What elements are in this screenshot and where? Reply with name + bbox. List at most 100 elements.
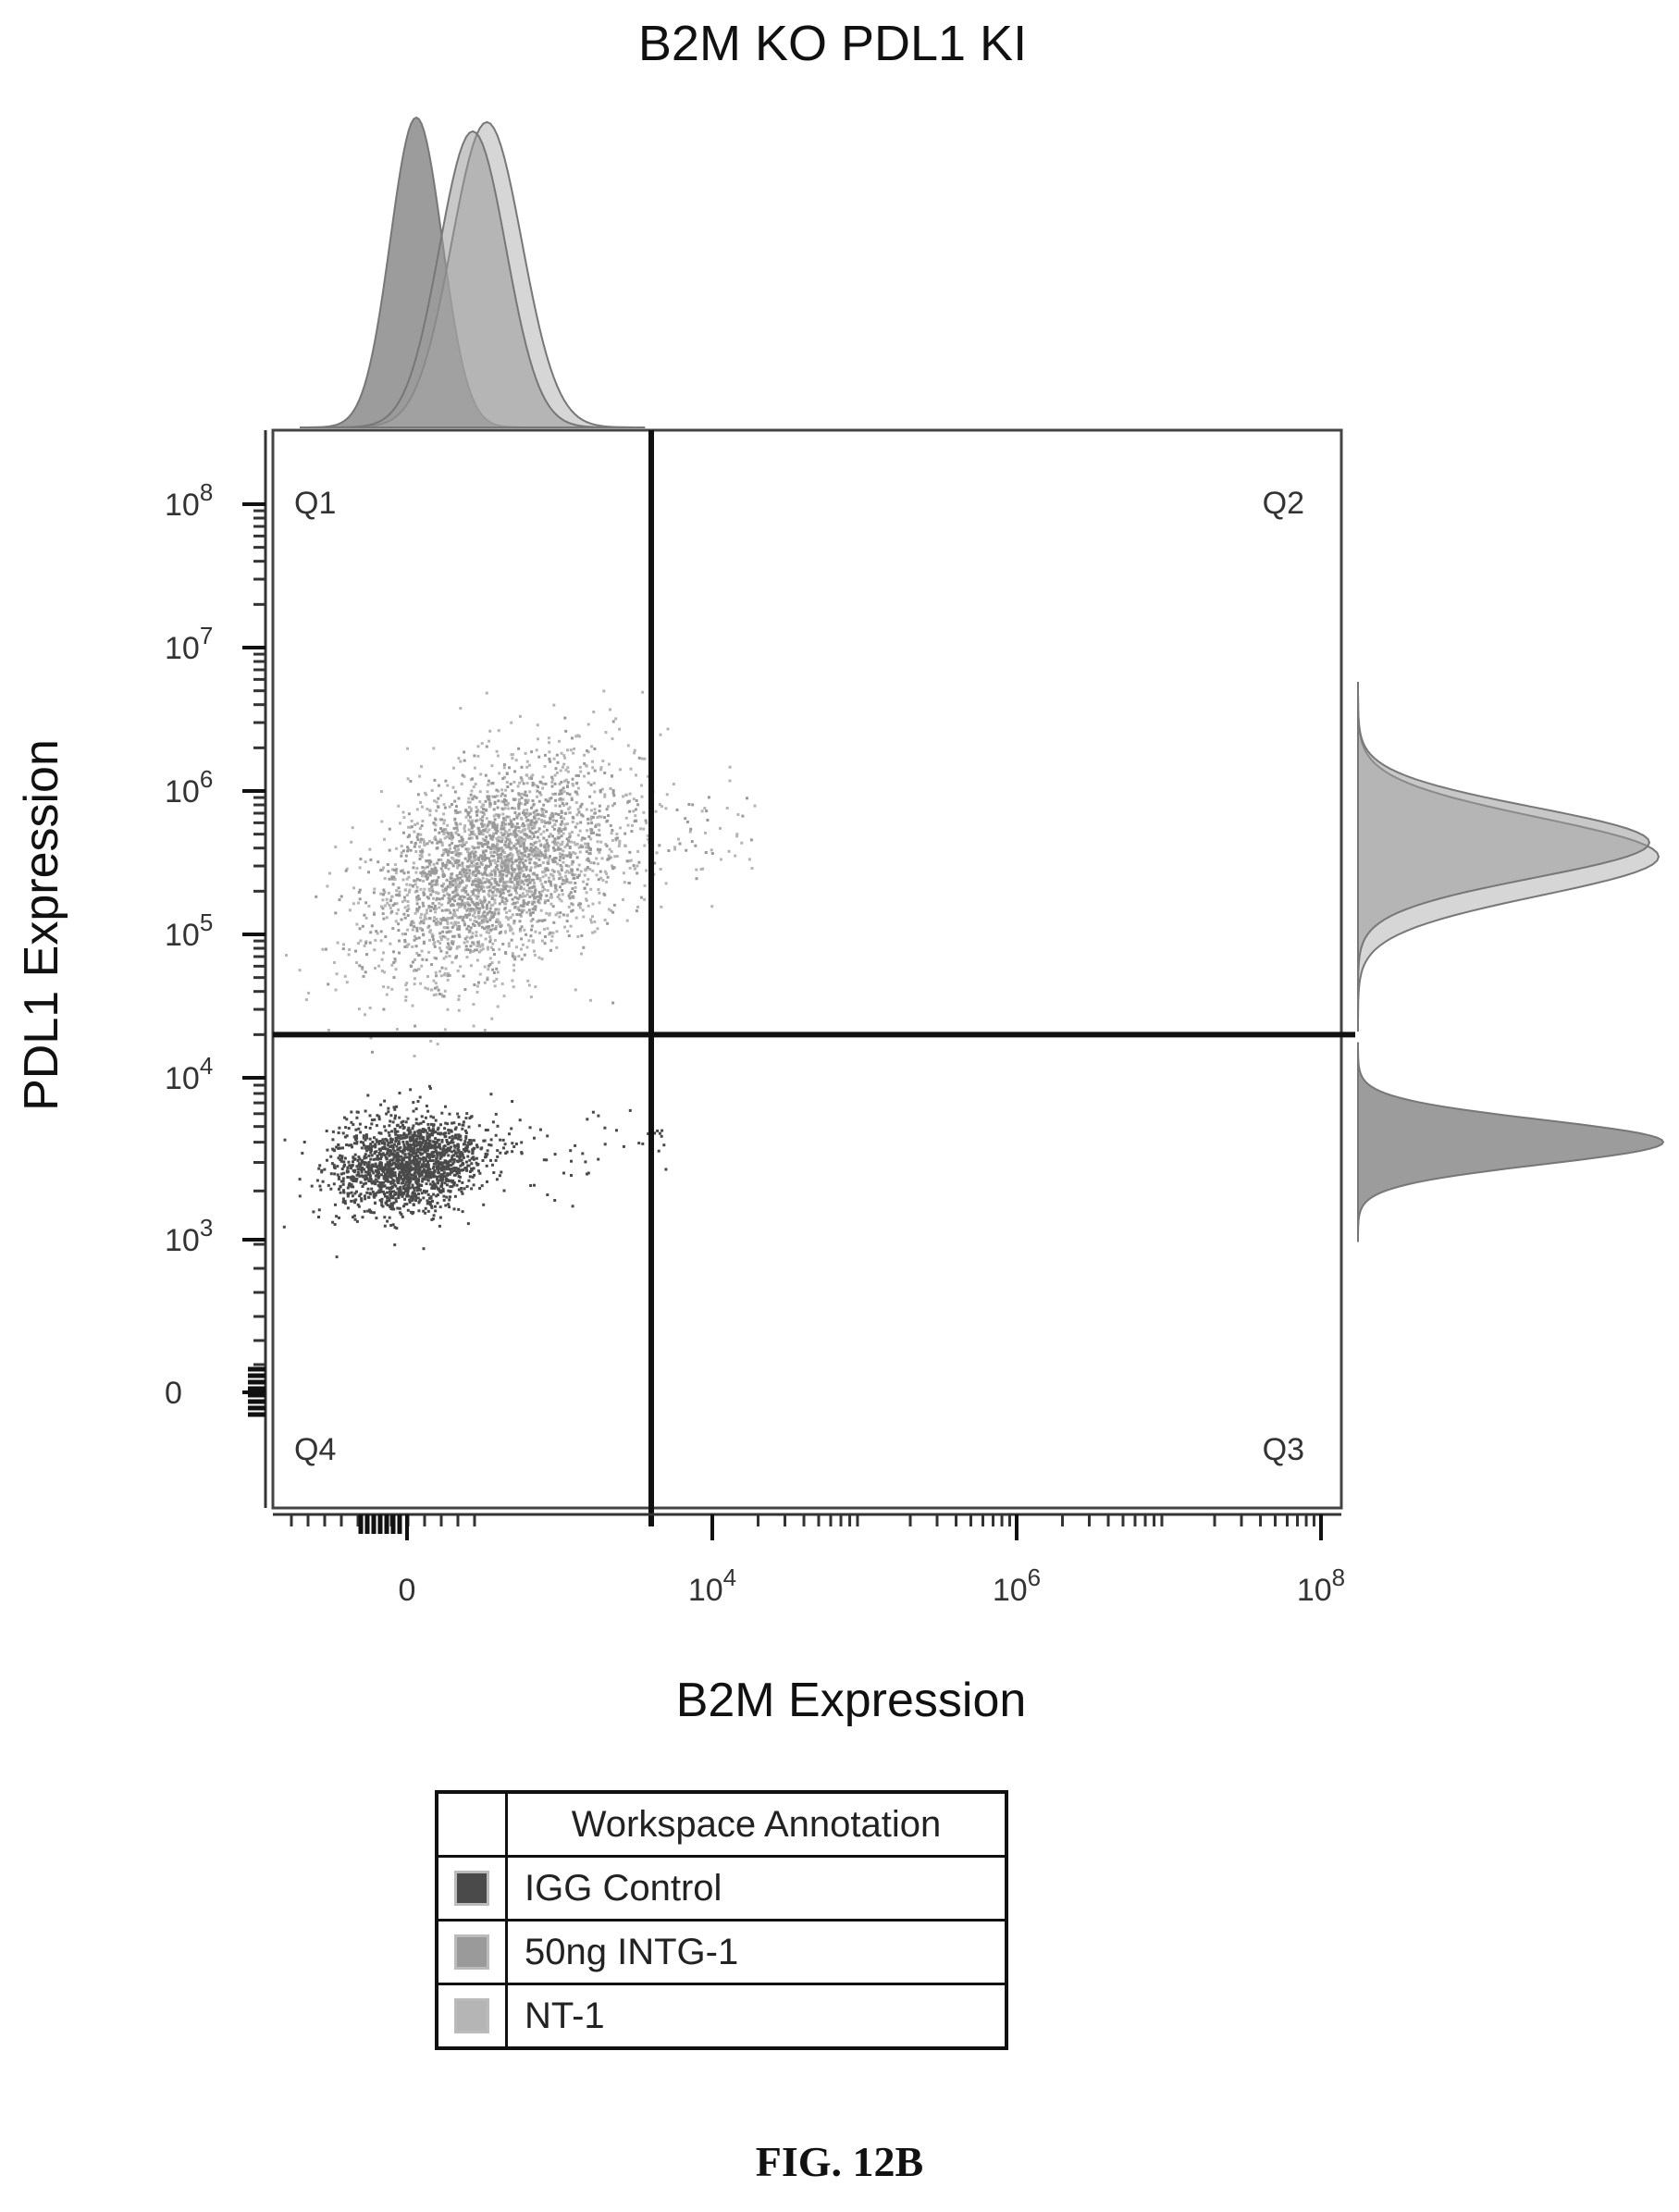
event-dot [413, 1189, 416, 1193]
event-dot [607, 762, 611, 766]
event-dot [488, 834, 492, 837]
event-dot [434, 838, 438, 842]
event-dot [367, 1144, 371, 1148]
event-dot [479, 831, 483, 834]
event-dot [428, 1171, 432, 1174]
event-dot [341, 1200, 345, 1204]
event-dot [409, 1139, 413, 1143]
event-dot [532, 878, 536, 882]
event-dot [503, 863, 507, 867]
event-dot [520, 908, 524, 912]
event-dot [485, 931, 488, 934]
event-dot [457, 998, 461, 1001]
event-dot [427, 896, 430, 900]
event-dot [455, 1159, 459, 1163]
event-dot [421, 1180, 425, 1183]
event-dot [397, 804, 401, 808]
event-dot [511, 789, 514, 793]
event-dot [448, 894, 451, 897]
event-dot [458, 1171, 461, 1175]
event-dot [427, 950, 431, 954]
event-dot [590, 822, 594, 825]
event-dot [503, 867, 507, 871]
event-dot [402, 1187, 405, 1191]
event-dot [452, 1166, 456, 1169]
event-dot [415, 885, 419, 889]
event-dot [377, 1191, 381, 1194]
event-dot [522, 861, 525, 865]
event-dot [416, 1172, 420, 1176]
event-dot [489, 1143, 493, 1147]
event-dot [491, 890, 495, 894]
event-dot [425, 1105, 428, 1107]
event-dot [441, 930, 445, 933]
event-dot [544, 782, 548, 785]
event-dot [590, 801, 594, 805]
event-dot [473, 858, 476, 861]
event-dot [493, 912, 497, 916]
event-dot [560, 781, 563, 784]
event-dot [548, 741, 550, 745]
event-dot [372, 1171, 376, 1175]
event-dot [409, 1177, 413, 1180]
event-dot [528, 1126, 532, 1130]
event-dot [589, 818, 593, 822]
event-dot [414, 1024, 417, 1028]
event-dot [413, 925, 416, 929]
event-dot [461, 1161, 464, 1165]
event-dot [427, 1135, 431, 1139]
event-dot [406, 871, 410, 874]
event-dot [452, 908, 456, 912]
event-dot [384, 935, 388, 938]
event-dot [583, 774, 586, 778]
event-dot [488, 963, 492, 966]
event-dot [488, 910, 492, 914]
event-dot [385, 1156, 389, 1160]
event-dot [462, 1120, 465, 1124]
plot-frame [271, 428, 1343, 1510]
event-dot [495, 881, 498, 884]
event-dot [561, 820, 563, 823]
event-dot [476, 871, 480, 874]
event-dot [282, 1225, 286, 1229]
event-dot [531, 918, 535, 921]
event-dot [525, 848, 528, 852]
event-dot [627, 882, 631, 885]
event-dot [537, 895, 540, 898]
event-dot [466, 813, 470, 817]
event-dot [387, 1196, 390, 1200]
event-dot [463, 1187, 466, 1191]
event-dot [472, 1157, 475, 1161]
event-dot [411, 884, 414, 887]
event-dot [611, 720, 615, 723]
event-dot [386, 863, 389, 866]
event-dot [374, 1201, 377, 1205]
event-dot [452, 826, 456, 830]
event-dot [549, 817, 551, 821]
event-dot [464, 847, 468, 851]
event-dot [575, 781, 579, 785]
event-dot [369, 1036, 373, 1040]
event-dot [577, 774, 580, 777]
event-dot [479, 810, 483, 814]
event-dot [381, 1205, 385, 1208]
event-dot [476, 745, 480, 748]
event-dot [426, 1178, 429, 1181]
event-dot [408, 1155, 412, 1158]
event-dot [586, 772, 590, 775]
event-dot [380, 970, 384, 972]
event-dot [425, 1173, 428, 1177]
event-dot [365, 1149, 368, 1153]
event-dot [522, 904, 525, 908]
event-dot [541, 786, 545, 790]
event-dot [418, 1160, 422, 1164]
event-dot [394, 1191, 398, 1194]
event-dot [533, 861, 537, 865]
event-dot [452, 1158, 456, 1161]
event-dot [464, 1146, 467, 1150]
event-dot [422, 1139, 426, 1143]
event-dot [563, 756, 567, 760]
event-dot [463, 759, 466, 762]
event-dot [517, 797, 521, 801]
event-dot [537, 864, 540, 868]
